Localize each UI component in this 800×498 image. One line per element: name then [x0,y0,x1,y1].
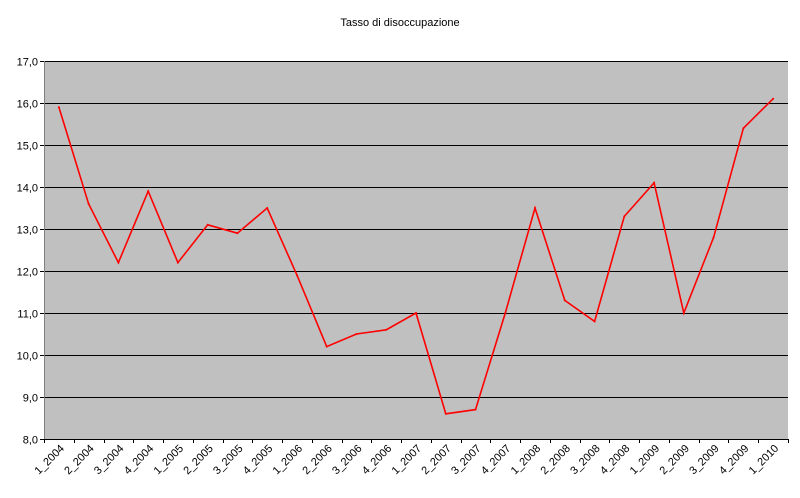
data-point [712,236,715,239]
y-tick-label: 14,0 [17,183,38,195]
x-tick-label: 1_2007 [390,443,424,477]
data-point [296,274,298,277]
chart-title: Tasso di disoccupazione [340,17,459,29]
data-point [563,299,566,302]
data-point [474,408,477,411]
x-tick-label: 2_2006 [300,443,334,477]
y-tick-label: 16,0 [17,99,38,111]
data-point [653,181,656,184]
data-point [504,312,507,314]
plot-area [44,61,788,439]
data-point [236,232,239,235]
data-point [87,202,90,205]
x-tick-label: 4_2006 [360,443,394,477]
data-point [772,97,775,100]
x-tick-label: 4_2005 [241,443,275,477]
data-point [206,223,209,226]
y-tick-label: 15,0 [17,141,38,153]
x-tick-label: 3_2009 [687,443,721,477]
x-tick-label: 3_2007 [449,443,483,477]
data-point [682,312,685,314]
data-point [355,333,358,335]
x-tick-label: 1_2008 [509,443,543,477]
data-point [176,261,179,264]
x-tick-label: 3_2004 [92,443,126,477]
x-tick-label: 4_2008 [598,443,632,477]
x-tick-label: 1_2010 [747,443,781,477]
x-tick-label: 2_2004 [62,443,96,477]
x-tick-label: 1_2005 [152,443,186,477]
x-tick-label: 2_2007 [419,443,453,477]
y-tick-label: 17,0 [17,57,38,69]
y-tick-label: 13,0 [17,225,38,237]
data-point [117,261,120,264]
x-tick-label: 2_2009 [658,443,692,477]
data-point [415,312,417,314]
x-tick-label: 2_2005 [181,443,215,477]
x-tick-label: 1_2004 [33,443,67,477]
x-tick-label: 3_2008 [568,443,602,477]
x-tick-label: 4_2007 [479,443,513,477]
x-tick-label: 2_2008 [538,443,572,477]
data-point [385,328,388,331]
data-point [534,207,536,209]
data-point [147,190,150,193]
y-tick-label: 12,0 [17,267,38,279]
x-tick-label: 4_2004 [122,443,156,477]
x-tick-label: 1_2006 [271,443,305,477]
data-point [325,345,328,348]
y-tick-label: 9,0 [23,393,38,405]
data-point [444,412,447,415]
data-point [266,207,269,209]
y-tick-label: 11,0 [17,309,38,321]
data-point [742,127,745,130]
data-point [57,106,60,109]
data-point [593,320,596,323]
x-tick-label: 1_2009 [628,443,662,477]
y-tick-label: 8,0 [23,435,38,447]
x-tick-label: 3_2006 [330,443,364,477]
y-tick-label: 10,0 [17,351,38,363]
x-tick-label: 3_2005 [211,443,245,477]
data-point [623,215,626,218]
x-tick-label: 4_2009 [717,443,751,477]
